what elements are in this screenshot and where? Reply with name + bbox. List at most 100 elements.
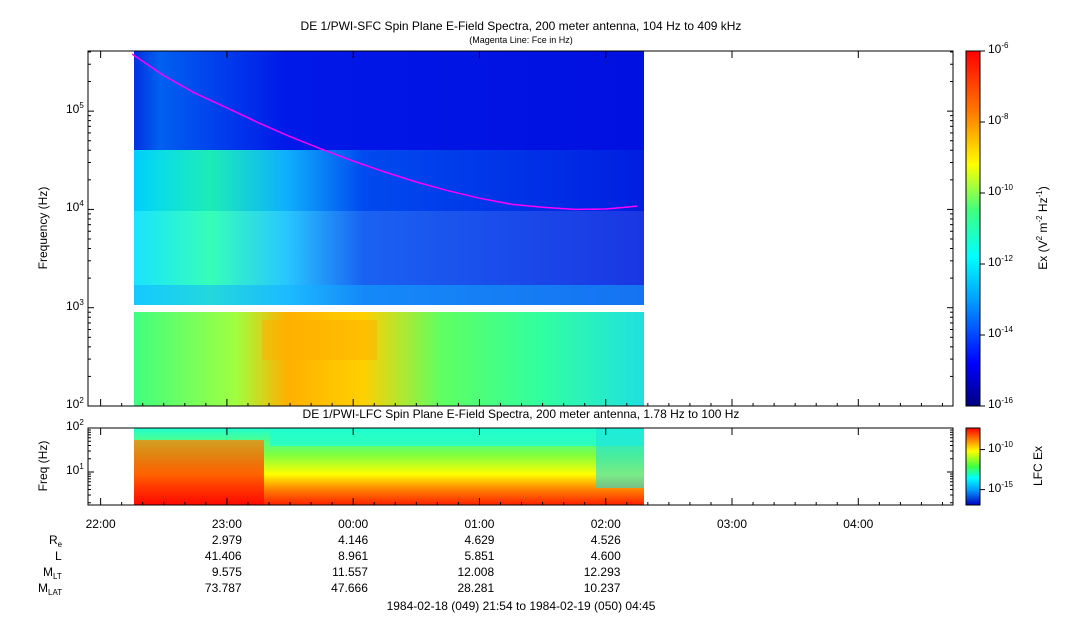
sfc-ytick-label-3-base: 10 <box>66 102 80 117</box>
ephemeris-value: 4.600 <box>590 549 621 563</box>
ephemeris-value: 2.979 <box>211 533 242 547</box>
sfc-cb-tick-label-3-exp: -12 <box>1001 254 1013 263</box>
ephemeris-label-0: Re <box>49 533 62 549</box>
ephemeris-value: 10.237 <box>583 581 621 595</box>
lfc-cb-tick-label-1-exp: -15 <box>1001 479 1013 489</box>
lfc-spectrogram <box>134 428 644 505</box>
ephemeris-value: 11.557 <box>332 565 368 579</box>
lfc-cb-tick-label-0: 10-10 <box>988 440 1013 457</box>
ephemeris-value: 5.851 <box>464 549 495 563</box>
sfc-ytick-label-3: 105 <box>66 101 84 118</box>
lfc-hot-region <box>134 440 264 505</box>
sfc-cb-tick-label-0-base: 10 <box>988 42 1002 56</box>
sfc-cb-tick-label-0-exp: -6 <box>1001 41 1009 50</box>
sfc-ytick-label-1-base: 10 <box>66 298 80 313</box>
time-tick-label-6: 04:00 <box>843 517 874 531</box>
lfc-cb-tick-label-1: 10-15 <box>988 479 1013 497</box>
sfc-cb-tick-label-5: 10-16 <box>988 396 1013 413</box>
lfc-ytick-label-1: 102 <box>66 418 84 435</box>
ephemeris-value: 4.146 <box>338 533 369 547</box>
sfc-cb-tick-label-3-base: 10 <box>988 255 1002 269</box>
sfc-cb-tick-label-4-base: 10 <box>988 326 1002 340</box>
lfc-colorbar-ticks <box>980 449 985 491</box>
ephemeris-label-main: M <box>38 581 48 595</box>
sfc-cb-tick-label-5-base: 10 <box>988 397 1002 411</box>
sfc-cb-tick-label-2: 10-10 <box>988 183 1013 200</box>
sfc-ytick-label-2: 104 <box>66 199 84 216</box>
lfc-ytick-label-1-base: 10 <box>66 419 80 433</box>
ephemeris-label-sub: LAT <box>48 588 63 597</box>
lfc-title: DE 1/PWI-LFC Spin Plane E-Field Spectra,… <box>302 407 740 421</box>
time-tick-label-0: 22:00 <box>85 517 116 531</box>
sfc-band-low <box>134 312 644 406</box>
sfc-cb-label-sup3: -1 <box>1035 190 1044 198</box>
lfc-ylabel: Freq (Hz) <box>36 440 50 492</box>
sfc-cb-label-mid: m <box>1036 222 1050 236</box>
sfc-cb-label-mid2: Hz <box>1036 197 1050 216</box>
time-tick-label-4: 02:00 <box>590 517 621 531</box>
lfc-frame <box>87 427 954 506</box>
ephemeris-label-2: MLT <box>43 565 62 581</box>
ephemeris-value: 28.281 <box>457 581 495 595</box>
sfc-cb-label-base: Ex (V <box>1036 240 1050 270</box>
lfc-x-ticks <box>100 428 943 505</box>
sfc-noise-band <box>262 320 377 360</box>
sfc-ytick-label-0: 102 <box>66 396 84 413</box>
lfc-ytick-label-0-exp: 1 <box>79 462 84 471</box>
lfc-fade <box>596 428 644 488</box>
sfc-storm-low <box>134 285 644 305</box>
sfc-colorbar-scale <box>965 50 981 407</box>
lfc-panel <box>87 427 954 506</box>
sfc-cb-tick-label-4: 10-14 <box>988 325 1013 342</box>
sfc-band-mid <box>134 150 644 305</box>
sfc-ytick-label-0-base: 10 <box>66 397 80 411</box>
sfc-ytick-label-1: 103 <box>66 298 84 315</box>
lfc-colorbar-scale <box>965 427 981 506</box>
time-tick-label-2: 00:00 <box>338 517 369 531</box>
lfc-colorbar-label: LFC Ex <box>1031 445 1045 487</box>
ephemeris-value: 4.526 <box>590 533 621 547</box>
sfc-cb-label-sup2: -2 <box>1035 215 1044 223</box>
ephemeris-label-sub: LT <box>53 572 62 581</box>
sfc-cb-label-sup1: 2 <box>1035 235 1044 241</box>
ephemeris-value: 73.787 <box>204 581 242 595</box>
ephemeris-label-3: MLAT <box>38 581 62 597</box>
ephemeris-value: 8.961 <box>338 549 369 563</box>
sfc-x-ticks <box>100 51 943 406</box>
lfc-ytick-label-0-base: 10 <box>66 463 80 477</box>
sfc-colorbar-ticks <box>980 50 985 407</box>
sfc-panel <box>87 50 954 407</box>
sfc-ylabel: Frequency (Hz) <box>36 186 50 270</box>
sfc-cb-tick-label-1-exp: -8 <box>1001 112 1009 121</box>
sfc-cb-tick-label-2-exp: -10 <box>1001 183 1013 192</box>
time-range-footer: 1984-02-18 (049) 21:54 to 1984-02-19 (05… <box>386 599 656 613</box>
sfc-cb-tick-label-5-exp: -16 <box>1001 396 1013 405</box>
ephemeris-value: 41.406 <box>204 549 242 563</box>
sfc-colorbar-label: Ex (V2 m-2 Hz-1) <box>1035 186 1052 270</box>
lfc-cool-top <box>270 428 644 446</box>
lfc-ytick-label-0: 101 <box>66 462 84 479</box>
ephemeris-label-sub: e <box>57 540 63 549</box>
sfc-y-ticks <box>88 51 953 407</box>
sfc-ytick-label-3-exp: 5 <box>79 101 84 111</box>
sfc-cb-tick-label-1: 10-8 <box>988 112 1009 129</box>
ephemeris-value: 9.575 <box>211 565 242 579</box>
lfc-ytick-label-1-exp: 2 <box>79 418 84 427</box>
time-tick-label-5: 03:00 <box>716 517 748 531</box>
time-tick-label-1: 23:00 <box>211 517 242 531</box>
ephemeris-label-main: R <box>49 533 58 547</box>
ephemeris-value: 4.629 <box>464 533 495 547</box>
ephemeris-label-1: L <box>55 549 62 563</box>
ephemeris-value: 12.293 <box>583 565 621 579</box>
ephemeris-value: 12.008 <box>457 565 495 579</box>
lfc-cb-tick-label-1-base: 10 <box>988 480 1002 495</box>
sfc-cb-tick-label-0: 10-6 <box>988 41 1009 58</box>
sfc-ytick-label-2-base: 10 <box>66 200 80 215</box>
sfc-spectrogram <box>131 51 644 406</box>
lfc-y-ticks <box>88 427 953 504</box>
lfc-colorbar <box>965 427 985 506</box>
sfc-ytick-label-2-exp: 4 <box>79 199 84 209</box>
time-tick-label-3: 01:00 <box>464 517 495 531</box>
sfc-title: DE 1/PWI-SFC Spin Plane E-Field Spectra,… <box>300 19 742 33</box>
